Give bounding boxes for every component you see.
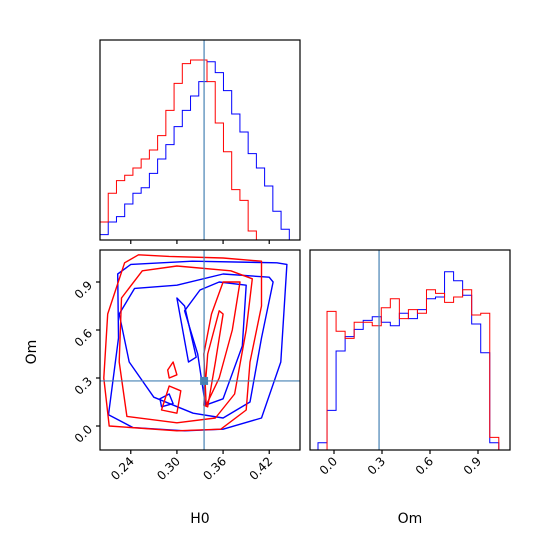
om-x-tick-label: 0.9 [461, 454, 484, 477]
h0-axis-label: H0 [190, 511, 209, 527]
contour-series-b [103, 254, 263, 432]
om-y-axis-label: Om [24, 340, 40, 365]
om-hist-frame [309, 249, 511, 451]
h0-hist-series-b [100, 59, 298, 240]
h0-tick-label: 0.36 [200, 454, 229, 483]
om-y-tick-label: 0.9 [72, 278, 95, 301]
om-y-tick-label: 0.6 [72, 326, 95, 349]
om-x-tick-label: 0.0 [317, 454, 340, 477]
om-x-axis-label: Om [398, 511, 423, 527]
h0-hist-frame [99, 39, 301, 241]
contour-series-b [160, 385, 182, 414]
joint-frame [99, 249, 301, 451]
joint-contour-marks [100, 250, 300, 450]
contour-series-a [118, 273, 274, 419]
om-y-tick-label: 0.3 [72, 374, 95, 397]
contour-series-a [107, 260, 288, 432]
contour-series-b [203, 310, 224, 408]
om-x-tick-label: 0.3 [365, 454, 388, 477]
h0-histogram-marks [100, 40, 298, 240]
om-hist-series-a [317, 271, 508, 450]
om-y-tick-label: 0.0 [72, 422, 95, 445]
h0-tick-label: 0.42 [247, 454, 276, 483]
om-histogram-marks [317, 250, 508, 450]
contour-series-a [159, 393, 174, 408]
contour-series-b [118, 265, 253, 424]
om-x-tick-label: 0.6 [413, 454, 436, 477]
h0-tick-label: 0.30 [154, 454, 183, 483]
contour-series-b [203, 281, 241, 406]
contour-series-b [167, 361, 178, 379]
om-hist-series-b [318, 289, 508, 450]
h0-tick-label: 0.24 [108, 454, 137, 483]
joint-truth-marker [200, 376, 209, 385]
h0-hist-series-a [100, 61, 298, 240]
contour-series-a [176, 297, 197, 363]
